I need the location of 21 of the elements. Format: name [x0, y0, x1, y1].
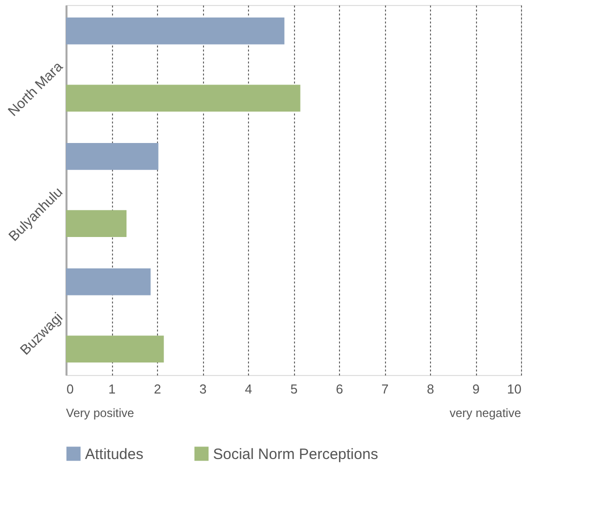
x-tick-label: 1: [108, 382, 116, 396]
x-tick-label: 10: [507, 382, 522, 396]
x-tick-label: 3: [199, 382, 207, 396]
bar: [66, 18, 284, 44]
x-tick-label: 9: [472, 382, 480, 396]
x-tick-label: 7: [381, 382, 389, 396]
x-tick-label: 2: [154, 382, 162, 396]
bar: [66, 84, 300, 112]
legend-label: Attitudes: [85, 446, 144, 463]
x-tick-label: 8: [426, 382, 434, 396]
bar: [66, 142, 158, 170]
bar: [66, 336, 164, 362]
text: Very positive: [66, 406, 134, 420]
bar: [66, 210, 127, 238]
x-tick-label: 5: [290, 382, 298, 396]
x-tick-label: 6: [336, 382, 344, 396]
text: very negative: [450, 406, 522, 420]
legend-label: Social Norm Perceptions: [213, 446, 378, 463]
bar: [66, 268, 151, 296]
x-tick-label: 0: [66, 382, 74, 396]
x-tick-label: 4: [244, 382, 252, 396]
